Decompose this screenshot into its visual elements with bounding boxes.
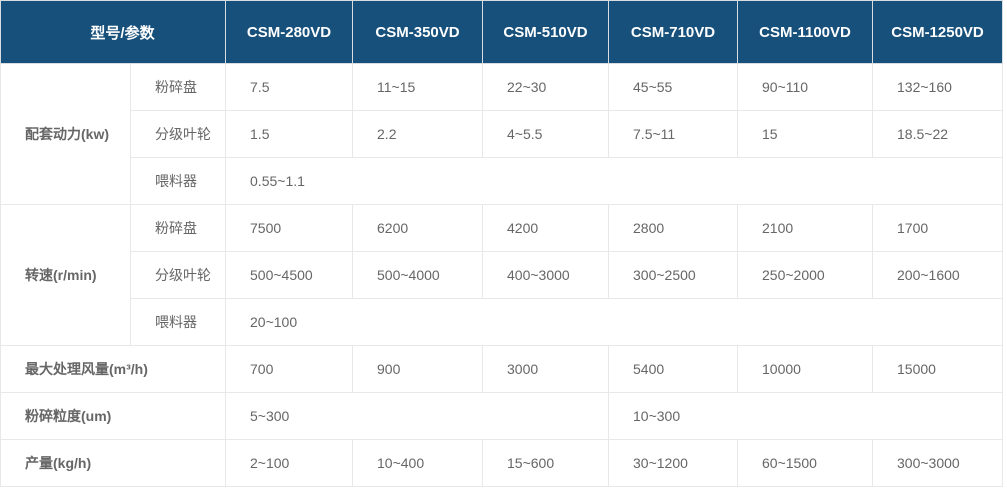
span-value-cell-right: 10~300 xyxy=(608,392,1004,440)
value-cell: 15 xyxy=(737,110,874,158)
value-cell: 3000 xyxy=(482,345,610,393)
value-cell: 60~1500 xyxy=(737,439,874,487)
span-value-cell: 20~100 xyxy=(225,298,1004,346)
capacity-row: 产量(kg/h) 2~100 10~400 15~600 30~1200 60~… xyxy=(0,439,1004,487)
fineness-row: 粉碎粒度(um) 5~300 10~300 xyxy=(0,392,1004,440)
power-disc-row: 配套动力(kw) 粉碎盘 7.5 11~15 22~30 45~55 90~11… xyxy=(0,63,1004,205)
value-cell: 18.5~22 xyxy=(872,110,1004,158)
row-group-label-speed: 转速(r/min) xyxy=(0,204,131,346)
value-cell: 45~55 xyxy=(608,63,739,111)
value-cell: 300~3000 xyxy=(872,439,1004,487)
value-cell: 4200 xyxy=(482,204,610,252)
value-cell: 5400 xyxy=(608,345,739,393)
model-header-csm-280vd: CSM-280VD xyxy=(225,0,354,64)
model-header-csm-1100vd: CSM-1100VD xyxy=(737,0,874,64)
value-cell: 22~30 xyxy=(482,63,610,111)
header-row: 型号/参数 CSM-280VD CSM-350VD CSM-510VD CSM-… xyxy=(0,0,1004,64)
airflow-row: 最大处理风量(m³/h) 700 900 3000 5400 10000 150… xyxy=(0,345,1004,393)
value-cell: 2~100 xyxy=(225,439,354,487)
model-header-csm-350vd: CSM-350VD xyxy=(352,0,484,64)
value-cell: 90~110 xyxy=(737,63,874,111)
value-cell: 700 xyxy=(225,345,354,393)
value-cell: 1700 xyxy=(872,204,1004,252)
value-cell: 10~400 xyxy=(352,439,484,487)
value-cell: 2100 xyxy=(737,204,874,252)
span-value-cell: 0.55~1.1 xyxy=(225,157,1004,205)
value-cell: 500~4500 xyxy=(225,251,354,299)
param-label-capacity: 产量(kg/h) xyxy=(0,439,227,487)
power-wheel-row: 分级叶轮 1.5 2.2 4~5.5 7.5~11 15 18.5~22 xyxy=(1,110,1004,158)
value-cell: 300~2500 xyxy=(608,251,739,299)
sub-param-label: 喂料器 xyxy=(129,157,227,205)
value-cell: 7500 xyxy=(225,204,354,252)
param-label-airflow: 最大处理风量(m³/h) xyxy=(0,345,227,393)
span-value-cell-left: 5~300 xyxy=(225,392,610,440)
value-cell: 7.5~11 xyxy=(608,110,739,158)
value-cell: 132~160 xyxy=(872,63,1004,111)
value-cell: 15000 xyxy=(872,345,1004,393)
value-cell: 7.5 xyxy=(225,63,354,111)
model-header-csm-510vd: CSM-510VD xyxy=(482,0,610,64)
sub-param-label: 粉碎盘 xyxy=(129,204,227,252)
value-cell: 15~600 xyxy=(482,439,610,487)
value-cell: 900 xyxy=(352,345,484,393)
value-cell: 10000 xyxy=(737,345,874,393)
value-cell: 4~5.5 xyxy=(482,110,610,158)
value-cell: 250~2000 xyxy=(737,251,874,299)
value-cell: 2.2 xyxy=(352,110,484,158)
speed-feeder-row: 喂料器 20~100 xyxy=(1,298,1004,346)
param-label-fineness: 粉碎粒度(um) xyxy=(0,392,227,440)
value-cell: 1.5 xyxy=(225,110,354,158)
speed-wheel-row: 分级叶轮 500~4500 500~4000 400~3000 300~2500… xyxy=(1,251,1004,299)
value-cell: 500~4000 xyxy=(352,251,484,299)
power-feeder-row: 喂料器 0.55~1.1 xyxy=(1,157,1004,205)
sub-param-label: 喂料器 xyxy=(129,298,227,346)
speed-disc-row: 转速(r/min) 粉碎盘 7500 6200 4200 2800 2100 1… xyxy=(0,204,1004,346)
value-cell: 6200 xyxy=(352,204,484,252)
row-group-label-power: 配套动力(kw) xyxy=(0,63,131,205)
model-header-csm-1250vd: CSM-1250VD xyxy=(872,0,1004,64)
value-cell: 400~3000 xyxy=(482,251,610,299)
sub-param-label: 分级叶轮 xyxy=(129,251,227,299)
value-cell: 200~1600 xyxy=(872,251,1004,299)
sub-param-label: 分级叶轮 xyxy=(129,110,227,158)
model-header-csm-710vd: CSM-710VD xyxy=(608,0,739,64)
value-cell: 11~15 xyxy=(352,63,484,111)
value-cell: 2800 xyxy=(608,204,739,252)
sub-param-label: 粉碎盘 xyxy=(129,63,227,111)
param-header: 型号/参数 xyxy=(0,0,227,64)
value-cell: 30~1200 xyxy=(608,439,739,487)
